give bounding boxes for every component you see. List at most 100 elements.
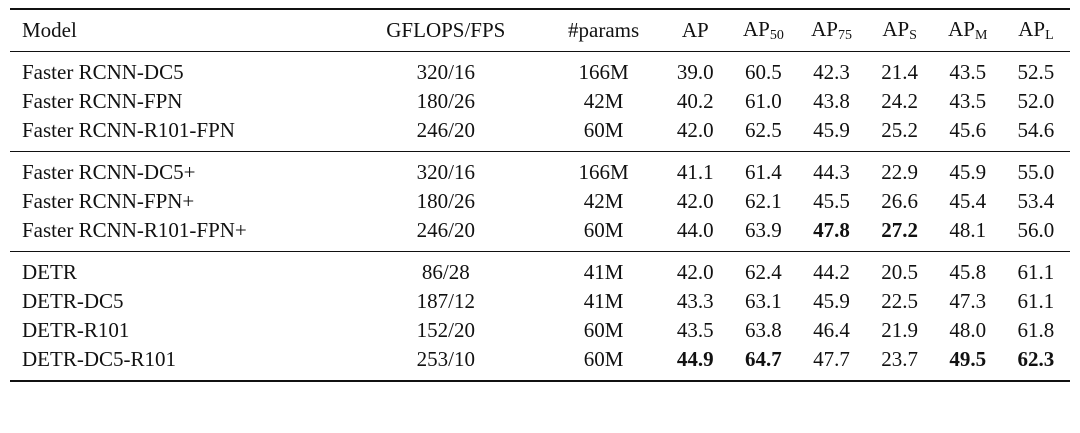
cell-text: 42M	[583, 88, 624, 113]
cell-text: 48.1	[949, 217, 987, 242]
table-row: Faster RCNN-DC5+ 320/16 166M 41.1 61.4 44.3 22…	[10, 150, 1070, 187]
table-cell: 152/20	[346, 316, 546, 345]
table-cell: 54.6	[1002, 116, 1070, 152]
table-cell: 22.5	[866, 287, 934, 316]
cell-text: 47.8	[813, 217, 850, 242]
table-cell: 42.0	[661, 116, 729, 152]
table-row: DETR-DC5 187/12 41M 43.3 63.1 45.9 22.5 47.3 61.…	[10, 287, 1070, 316]
table-cell: 61.1	[1002, 287, 1070, 316]
table-cell: 25.2	[866, 116, 934, 152]
cell-text: Faster RCNN-FPN+	[22, 188, 195, 213]
table-cell: 62.1	[729, 187, 797, 216]
cell-text: Faster RCNN-FPN	[22, 88, 183, 113]
table-cell: 22.9	[865, 150, 934, 187]
header-row: Model GFLOPS/FPS #params AP AP50 AP75 APS APM AP…	[10, 8, 1070, 52]
table-cell: 180/26	[346, 87, 546, 116]
cell-text: 39.0	[676, 59, 714, 84]
header-text: Model	[22, 17, 77, 42]
table-cell: 47.7	[797, 344, 866, 382]
cell-text: 86/28	[421, 259, 470, 284]
cell-text: 62.1	[745, 188, 782, 213]
table-cell: Faster RCNN-R101-FPN	[10, 116, 346, 152]
table-row: Faster RCNN-DC5 320/16 166M 39.0 60.5 42.3 21.…	[10, 51, 1070, 87]
table-cell: 42.0	[661, 250, 730, 287]
cell-text: 41M	[583, 288, 624, 313]
cell-text: 52.0	[1017, 88, 1055, 113]
header-cell: APM	[933, 8, 1002, 52]
table-cell: 52.5	[1002, 51, 1070, 87]
cell-text: 60.5	[745, 59, 782, 84]
cell-text: 246/20	[416, 117, 475, 142]
table-cell: 44.0	[661, 216, 729, 252]
cell-text: 44.0	[676, 217, 714, 242]
table-cell: 187/12	[346, 287, 546, 316]
cell-text: 42M	[583, 188, 624, 213]
cell-text: 21.9	[881, 317, 919, 342]
cell-text: Faster RCNN-DC5+	[22, 159, 196, 184]
cell-text: 55.0	[1017, 159, 1055, 184]
cell-text: 45.8	[949, 259, 987, 284]
cell-text: 45.4	[949, 188, 987, 213]
table-cell: DETR-DC5-R101	[10, 344, 346, 382]
table-cell: 45.8	[933, 250, 1002, 287]
cell-text: 64.7	[745, 346, 782, 371]
table-cell: 23.7	[865, 344, 934, 382]
table-cell: 320/16	[345, 150, 546, 187]
header-text: AP	[742, 16, 770, 41]
table-cell: 45.4	[934, 187, 1002, 216]
header-text: #params	[568, 17, 640, 42]
table-cell: 41.1	[661, 150, 730, 187]
table-cell: 47.8	[797, 216, 865, 252]
header-subscript: L	[1045, 27, 1054, 43]
row-group: Faster RCNN-DC5 320/16 166M 39.0 60.5 42.3 21.…	[10, 51, 1070, 151]
table-cell: 45.5	[797, 187, 865, 216]
cell-text: 47.7	[813, 346, 850, 371]
table-cell: 42M	[546, 187, 661, 216]
cell-text: 53.4	[1017, 188, 1055, 213]
table-cell: 45.9	[797, 287, 865, 316]
header-text: AP	[948, 16, 975, 41]
table-cell: 52.0	[1002, 87, 1070, 116]
header-cell: GFLOPS/FPS	[345, 8, 546, 52]
cell-text: 52.5	[1017, 59, 1055, 84]
header-text: AP	[1018, 16, 1046, 41]
table-cell: Faster RCNN-DC5	[10, 51, 346, 87]
results-table: Model GFLOPS/FPS #params AP AP50 AP75 APS APM AP…	[10, 8, 1070, 382]
cell-text: 63.9	[745, 217, 782, 242]
cell-text: 166M	[578, 159, 629, 184]
header-subscript: 75	[837, 27, 852, 43]
table-row: DETR-DC5-R101 253/10 60M 44.9 64.7 47.7 23.7 49…	[10, 344, 1070, 382]
cell-text: 26.6	[881, 188, 919, 213]
table-cell: Faster RCNN-FPN	[10, 87, 346, 116]
table-cell: 47.3	[934, 287, 1002, 316]
header-text: AP	[681, 17, 709, 42]
cell-text: 63.8	[745, 317, 782, 342]
row-group: Faster RCNN-DC5+ 320/16 166M 41.1 61.4 44.3 22…	[10, 150, 1070, 252]
cell-text: 20.5	[881, 259, 919, 284]
table-cell: 63.1	[729, 287, 797, 316]
table-cell: 41M	[546, 287, 661, 316]
table-cell: 246/20	[346, 116, 546, 152]
cell-text: 61.0	[745, 88, 782, 113]
header-cell: AP75	[797, 8, 866, 52]
table-row: Faster RCNN-R101-FPN 246/20 60M 42.0 62.5 45.…	[10, 116, 1070, 152]
table-cell: 43.5	[934, 87, 1002, 116]
table-cell: 26.6	[866, 187, 934, 216]
table-cell: 42.0	[661, 187, 729, 216]
cell-text: 41M	[583, 259, 624, 284]
table-cell: 56.0	[1002, 216, 1070, 252]
cell-text: 180/26	[416, 88, 475, 113]
cell-text: 42.0	[676, 117, 714, 142]
cell-text: DETR-DC5-R101	[22, 346, 176, 371]
cell-text: 43.5	[949, 59, 987, 84]
table-cell: 61.8	[1002, 316, 1070, 345]
header-text: AP	[811, 16, 838, 41]
table-cell: 43.3	[661, 287, 729, 316]
table-cell: 61.4	[729, 150, 798, 187]
cell-text: 62.5	[745, 117, 782, 142]
table-cell: 62.5	[729, 116, 797, 152]
cell-text: 49.5	[949, 346, 987, 371]
cell-text: 61.4	[745, 159, 782, 184]
table-cell: 27.2	[866, 216, 934, 252]
table-cell: 24.2	[866, 87, 934, 116]
